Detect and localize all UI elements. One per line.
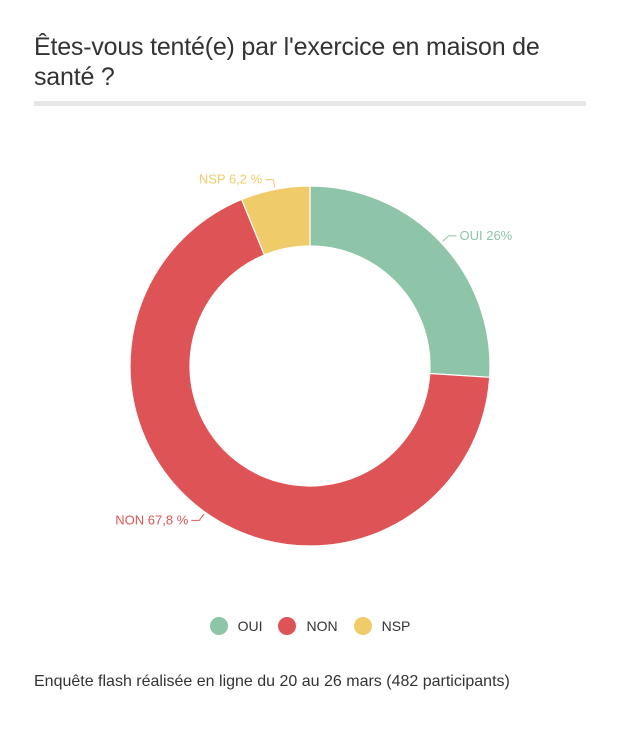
- legend-item-non[interactable]: NON: [278, 617, 338, 635]
- legend-item-nsp[interactable]: NSP: [353, 617, 411, 635]
- footnote: Enquête flash réalisée en ligne du 20 au…: [34, 673, 510, 690]
- legend-label-oui: OUI: [237, 618, 263, 634]
- legend-swatch-oui: [209, 617, 228, 635]
- chart-legend: OUI NON NSP: [0, 617, 620, 635]
- data-label-non: NON 67,8 %: [115, 512, 188, 527]
- legend-swatch-nsp: [353, 617, 372, 635]
- slice-nsp[interactable]: [240, 185, 311, 256]
- slice-non[interactable]: [129, 198, 491, 547]
- legend-swatch-non: [278, 617, 297, 635]
- slice-oui[interactable]: [309, 185, 491, 378]
- leader-line-oui: [442, 235, 457, 242]
- leader-line-non: [191, 513, 205, 521]
- title-divider: [34, 101, 586, 106]
- data-label-nsp: NSP 6,2 %: [199, 172, 263, 187]
- legend-label-non: NON: [306, 618, 338, 634]
- data-label-oui: OUI 26%: [460, 228, 513, 243]
- legend-label-nsp: NSP: [381, 618, 411, 634]
- legend-item-oui[interactable]: OUI: [209, 617, 263, 635]
- page-title: Êtes-vous tenté(e) par l'exercice en mai…: [34, 33, 540, 91]
- leader-line-nsp: [265, 179, 276, 188]
